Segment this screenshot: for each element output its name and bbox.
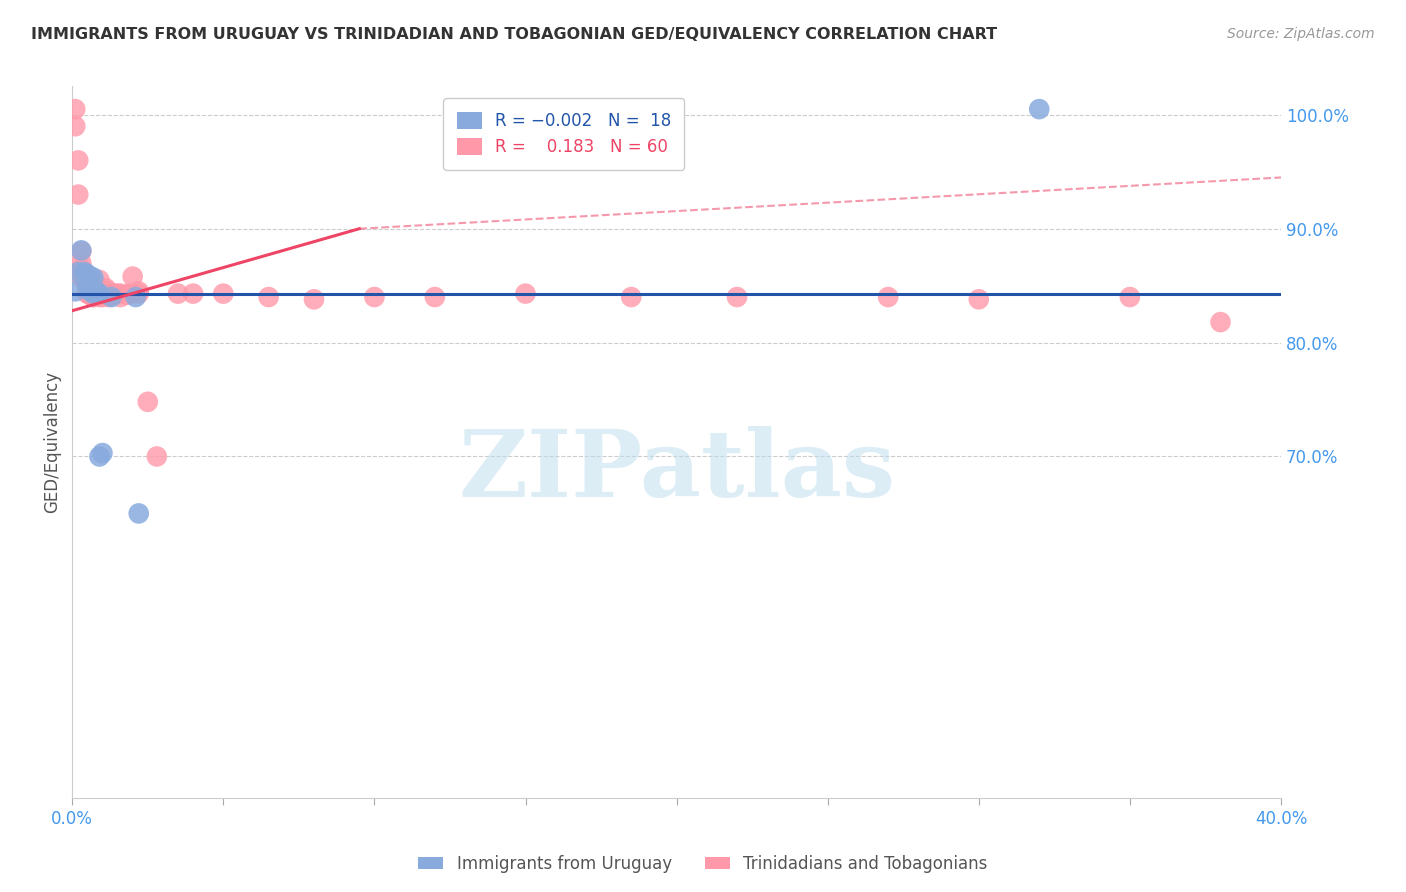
Point bbox=[70, 261, 93, 276]
Point bbox=[67, 153, 90, 168]
Point bbox=[89, 273, 111, 287]
Point bbox=[70, 269, 93, 284]
Point bbox=[89, 286, 111, 301]
Point bbox=[76, 278, 98, 293]
Legend: R = −0.002   N =  18, R =    0.183   N = 60: R = −0.002 N = 18, R = 0.183 N = 60 bbox=[443, 98, 685, 169]
Point bbox=[107, 286, 129, 301]
Point bbox=[86, 286, 108, 301]
Point bbox=[82, 290, 104, 304]
Point bbox=[73, 270, 96, 285]
Point bbox=[67, 187, 90, 202]
Point bbox=[65, 285, 87, 299]
Point bbox=[70, 244, 93, 259]
Point bbox=[125, 290, 148, 304]
Point bbox=[82, 270, 104, 285]
Point bbox=[97, 285, 120, 299]
Point bbox=[89, 290, 111, 304]
Point bbox=[136, 394, 159, 409]
Point bbox=[128, 286, 150, 301]
Point bbox=[118, 286, 141, 301]
Point bbox=[86, 286, 108, 301]
Point bbox=[94, 286, 117, 301]
Point bbox=[110, 286, 132, 301]
Point bbox=[73, 273, 96, 287]
Point bbox=[70, 244, 93, 258]
Point bbox=[70, 256, 93, 270]
Point bbox=[97, 290, 120, 304]
Text: ZIPatlas: ZIPatlas bbox=[458, 425, 896, 516]
Point bbox=[423, 290, 446, 304]
Point bbox=[257, 290, 280, 304]
Point bbox=[128, 507, 150, 521]
Point bbox=[91, 287, 114, 301]
Point bbox=[1119, 290, 1142, 304]
Point bbox=[181, 286, 204, 301]
Point bbox=[167, 286, 190, 301]
Point bbox=[110, 290, 132, 304]
Point bbox=[79, 287, 101, 301]
Y-axis label: GED/Equivalency: GED/Equivalency bbox=[44, 371, 60, 513]
Point bbox=[79, 287, 101, 301]
Point bbox=[877, 290, 900, 304]
Point bbox=[73, 265, 96, 279]
Point bbox=[91, 446, 114, 460]
Text: IMMIGRANTS FROM URUGUAY VS TRINIDADIAN AND TOBAGONIAN GED/EQUIVALENCY CORRELATIO: IMMIGRANTS FROM URUGUAY VS TRINIDADIAN A… bbox=[31, 27, 997, 42]
Point bbox=[515, 286, 537, 301]
Point bbox=[1209, 315, 1232, 329]
Point bbox=[76, 286, 98, 301]
Point bbox=[89, 450, 111, 464]
Point bbox=[100, 286, 122, 301]
Point bbox=[620, 290, 643, 304]
Point bbox=[82, 286, 104, 301]
Point bbox=[212, 286, 235, 301]
Point bbox=[82, 281, 104, 295]
Point bbox=[73, 265, 96, 279]
Point bbox=[91, 285, 114, 299]
Point bbox=[91, 290, 114, 304]
Point bbox=[302, 293, 325, 307]
Point bbox=[100, 290, 122, 304]
Point bbox=[725, 290, 748, 304]
Point bbox=[115, 287, 138, 301]
Point bbox=[65, 120, 87, 134]
Point bbox=[967, 293, 990, 307]
Point bbox=[86, 281, 108, 295]
Point bbox=[79, 273, 101, 287]
Point bbox=[67, 265, 90, 279]
Point bbox=[146, 450, 169, 464]
Point bbox=[76, 282, 98, 296]
Point bbox=[65, 102, 87, 116]
Point bbox=[128, 285, 150, 299]
Point bbox=[121, 269, 143, 284]
Point bbox=[79, 285, 101, 299]
Point bbox=[103, 286, 125, 301]
Point bbox=[76, 267, 98, 281]
Point bbox=[89, 281, 111, 295]
Point bbox=[76, 281, 98, 295]
Point bbox=[363, 290, 385, 304]
Point bbox=[94, 281, 117, 295]
Point bbox=[82, 290, 104, 304]
Legend: Immigrants from Uruguay, Trinidadians and Tobagonians: Immigrants from Uruguay, Trinidadians an… bbox=[412, 848, 994, 880]
Point bbox=[1028, 102, 1050, 116]
Text: Source: ZipAtlas.com: Source: ZipAtlas.com bbox=[1227, 27, 1375, 41]
Point bbox=[82, 286, 104, 301]
Point bbox=[86, 285, 108, 299]
Point bbox=[79, 269, 101, 284]
